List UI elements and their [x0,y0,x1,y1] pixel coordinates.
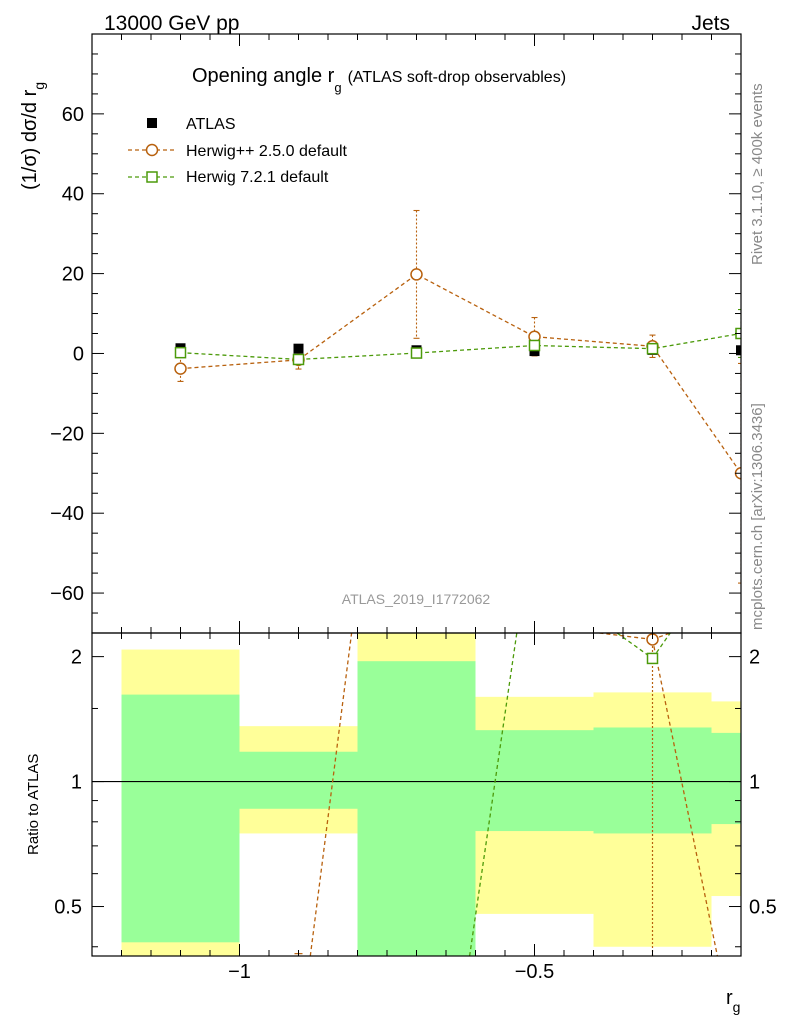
legend: ATLAS Herwig++ 2.5.0 default Herwig 7.2.… [128,116,348,186]
main-y-tick-label: 40 [62,184,84,206]
main-y-tick-label: 60 [62,104,84,126]
rivet-label: Rivet 3.1.10, ≥ 400k events [749,83,766,265]
main-plot-area [174,209,741,584]
herwigpp-point [410,268,423,281]
x-tick-label: −1 [228,961,251,983]
legend-marker-herwigpp [145,143,159,157]
ratio-y-tick-label: 1 [71,772,82,794]
legend-marker-herwig7 [146,171,158,183]
y-axis-label: (1/σ) dσ/d rg [19,82,47,190]
ratio-herwigpp-line [651,639,719,956]
header-energy: 13000 GeV pp [104,12,239,35]
ratio-y-tick-label: 2 [71,647,82,669]
atlas-point [736,345,741,356]
herwig7-point [410,347,423,359]
ratio-band-inner [239,751,358,809]
ratio-band-inner [357,661,476,956]
ratio-plot-area [92,633,741,956]
ratio-band-inner [121,694,240,943]
main-y-tick-label: −40 [50,503,84,525]
herwigpp-point [174,362,187,375]
legend-label-herwig7: Herwig 7.2.1 default [186,169,329,186]
ratio-herwig7-line [468,633,518,956]
mcplots-label: mcplots.cern.ch [arXiv:1306.3436] [749,403,766,630]
main-y-tick-label: 20 [62,264,84,286]
herwig7-point [528,339,541,352]
herwigpp-line [180,273,741,474]
analysis-watermark: ATLAS_2019_I1772062 [342,591,491,607]
ratio-herwig7-marker [646,652,659,665]
plot-title: Opening angle rg(ATLAS soft-drop observa… [192,65,566,95]
ratio-herwig7-line [651,633,671,659]
ratio-band-inner [475,730,594,832]
x-tick-label: −0.5 [515,961,554,983]
ratio-y-tick-label-right: 1 [749,772,760,794]
legend-label-atlas: ATLAS [186,116,236,133]
ratio-y-tick-label-right: 2 [749,647,760,669]
header-process: Jets [691,12,730,35]
herwig7-point [174,346,187,359]
main-y-tick-label: −60 [50,583,84,605]
atlas-point [293,343,304,354]
ratio-y-tick-label: 0.5 [54,897,82,919]
herwig7-point [646,342,659,355]
ratio-y-label: Ratio to ATLAS [25,754,42,855]
main-y-tick-label: 0 [73,343,84,365]
herwig7-point [292,353,305,366]
herwig7-line [180,332,741,361]
legend-label-herwigpp: Herwig++ 2.5.0 default [186,143,348,160]
ratio-herwigpp-line [309,633,353,956]
main-y-tick-label: −20 [50,423,84,445]
ratio-herwigpp-line [599,633,653,641]
ratio-band-inner [711,732,741,825]
x-axis-label: rg [726,987,740,1015]
axes: −60 −40 −20 0 20 40 60 −1 −0.5 0.5 0.5 1 1 2 2 [50,33,777,983]
legend-marker-atlas [147,118,157,128]
ratio-y-tick-label-right: 0.5 [749,897,777,919]
